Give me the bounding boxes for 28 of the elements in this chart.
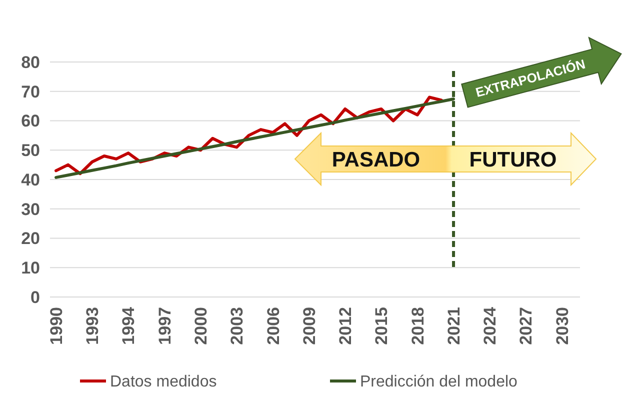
x-tick-label: 2000 — [192, 307, 211, 345]
x-tick-label: 2006 — [264, 307, 283, 345]
x-tick-label: 2027 — [516, 307, 536, 345]
y-tick-label: 10 — [21, 258, 40, 278]
y-tick-label: 70 — [21, 82, 40, 102]
annotation: PASADO — [332, 148, 420, 172]
x-tick-label: 2030 — [552, 307, 572, 345]
x-tick-label: 1993 — [83, 307, 102, 345]
x-tick-label: 2003 — [228, 307, 247, 345]
x-tick-label: 2015 — [372, 307, 392, 345]
y-tick-label: 20 — [21, 229, 40, 248]
y-tick-label: 80 — [21, 52, 40, 72]
y-tick-label: 60 — [21, 112, 40, 131]
annotation: FUTURO — [469, 148, 557, 172]
x-tick-label: 1990 — [46, 307, 66, 345]
y-tick-label: 30 — [21, 200, 40, 219]
legend-label: Predicción del modelo — [360, 374, 518, 391]
x-tick-label: 2009 — [300, 307, 319, 345]
x-tick-label: 2024 — [480, 306, 500, 345]
y-tick-label: 0 — [30, 288, 40, 307]
x-tick-label: 2018 — [408, 307, 428, 345]
legend-label: Datos medidos — [110, 374, 217, 391]
x-tick-label: 2012 — [336, 307, 356, 345]
x-tick-label: 1997 — [155, 307, 174, 345]
x-tick-label: 2021 — [444, 307, 464, 345]
x-tick-label: 1994 — [119, 306, 138, 345]
y-tick-label: 50 — [21, 141, 40, 160]
y-tick-label: 40 — [21, 170, 40, 190]
